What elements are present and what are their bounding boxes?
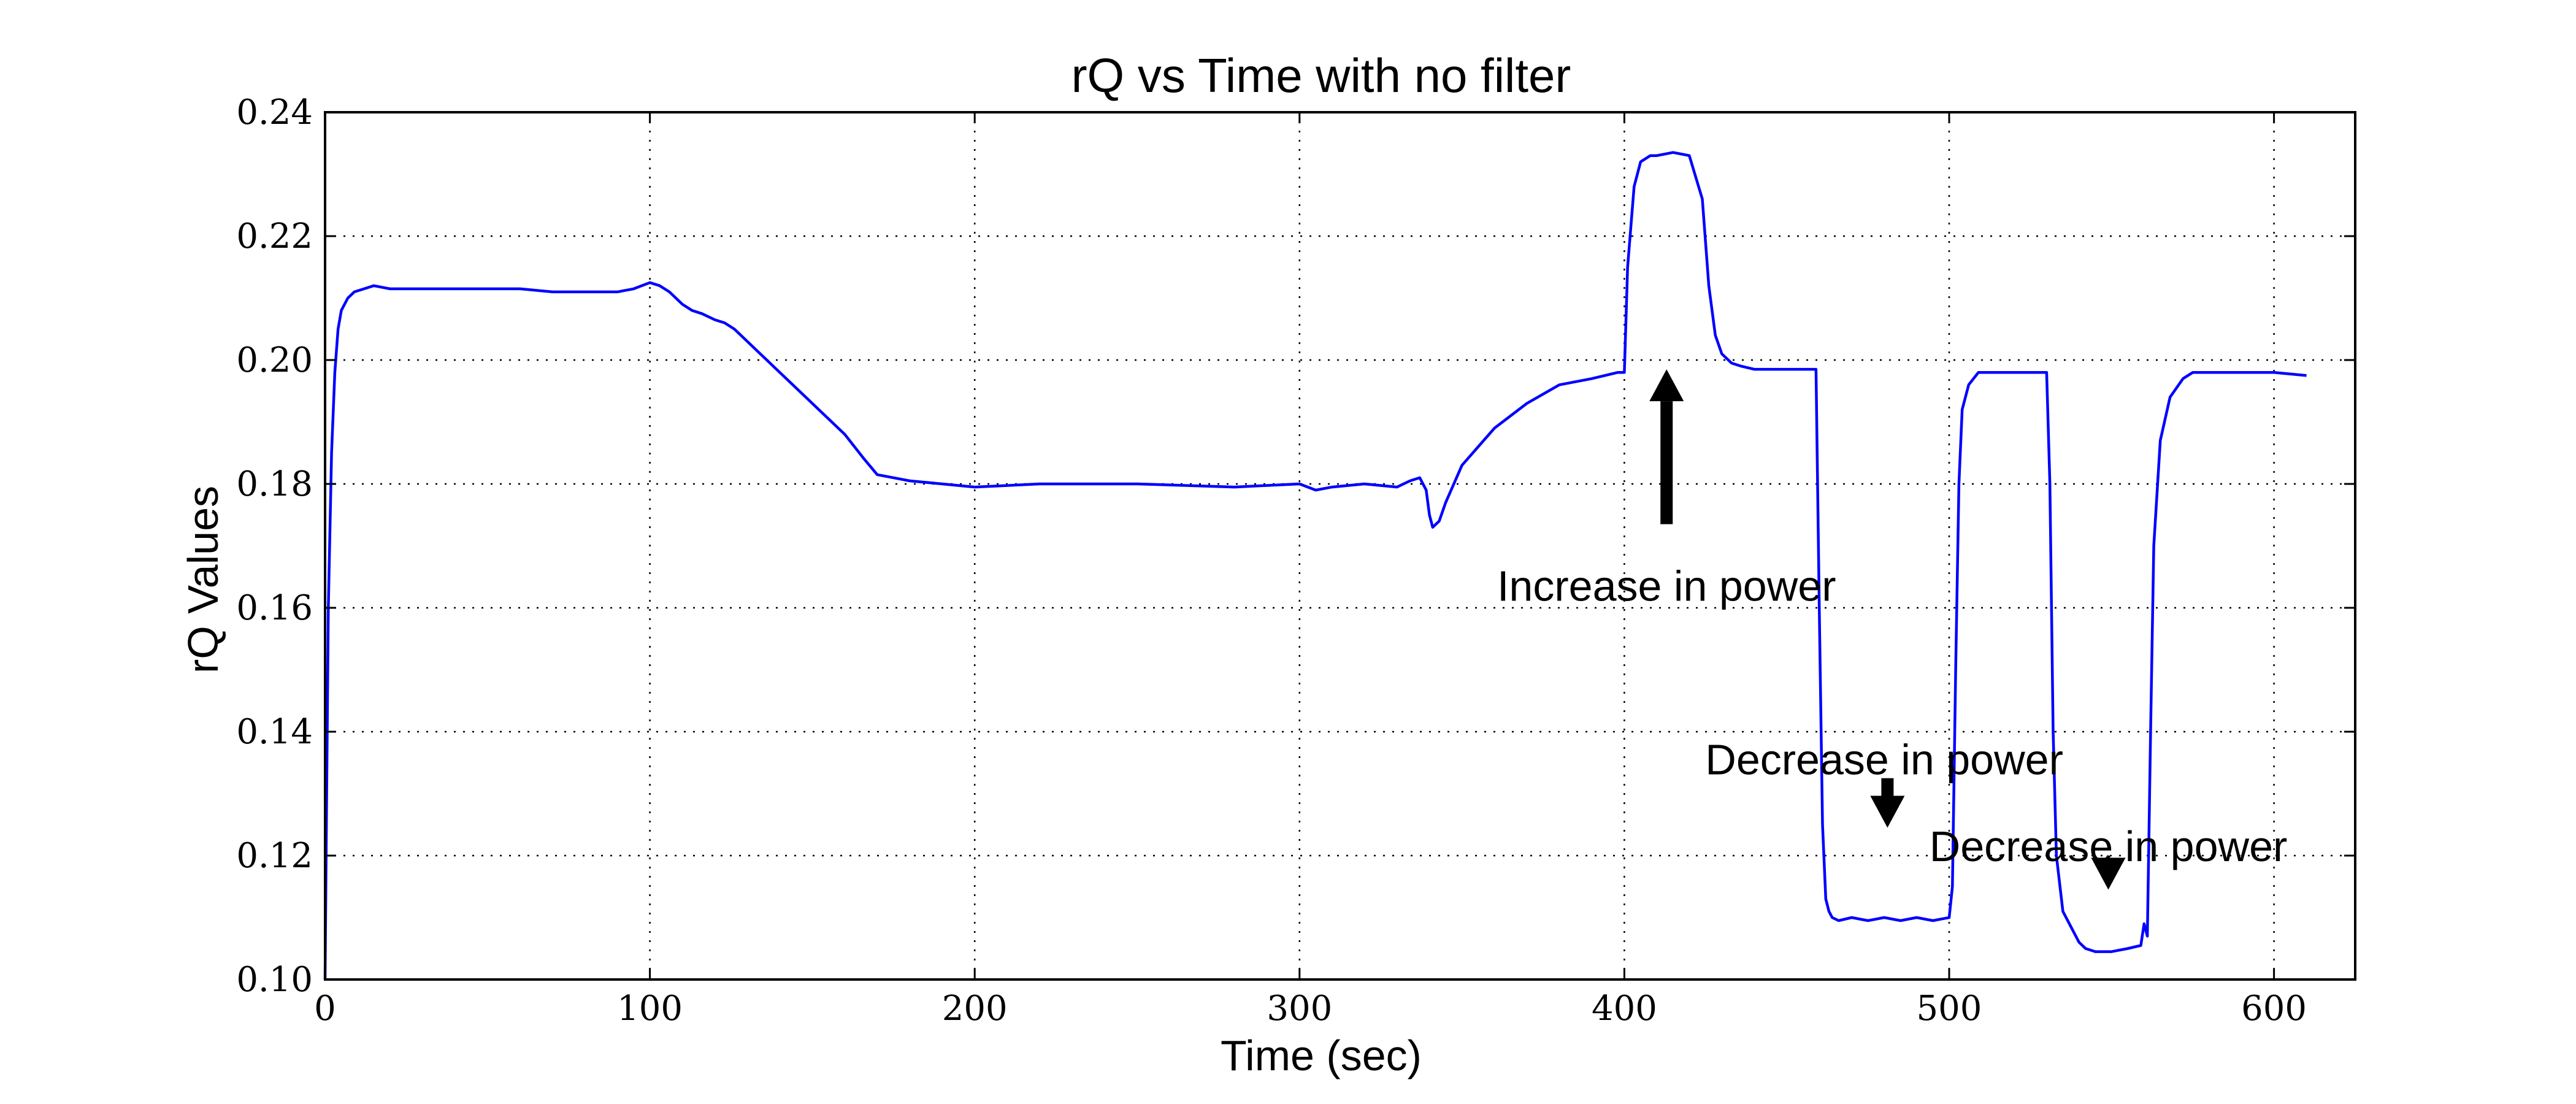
annotation-text: Increase in power	[1497, 562, 1836, 610]
tick-layer: 0 100 200 300 400 500 600 0.10 0.12 0.14 0.16 0.18 0…	[236, 93, 2355, 1029]
annotation-text: Decrease in power	[1705, 735, 2063, 783]
annotation: Decrease in power	[1705, 735, 2063, 828]
x-tick-label: 600	[2241, 989, 2307, 1029]
x-tick-label: 500	[1917, 989, 1982, 1029]
annotation: Decrease in power	[1930, 822, 2287, 890]
series-layer	[323, 151, 2307, 980]
x-tick-label: 200	[942, 989, 1008, 1029]
x-tick-label: 0	[314, 989, 336, 1029]
y-tick-label: 0.24	[236, 93, 313, 132]
y-tick-label: 0.22	[236, 217, 313, 256]
x-tick-label: 300	[1267, 989, 1332, 1029]
y-tick-label: 0.16	[236, 588, 313, 628]
plot-frame	[324, 111, 2356, 981]
series-line	[323, 151, 2307, 980]
x-tick-label: 400	[1592, 989, 1657, 1029]
annotation: Increase in power	[1497, 369, 1836, 610]
annotation-arrow-head	[1870, 795, 1905, 828]
y-tick-label: 0.18	[236, 464, 313, 504]
annotation-layer: Increase in power Decrease in power Decrea…	[1497, 369, 2287, 890]
chart-title: rQ vs Time with no filter	[1071, 48, 1571, 102]
y-tick-label: 0.14	[236, 712, 313, 752]
annotation-arrow-head	[1649, 369, 1684, 402]
y-tick-label: 0.12	[236, 836, 313, 876]
y-axis-label: rQ Values	[179, 486, 227, 673]
x-tick-label: 100	[617, 989, 683, 1029]
annotation-arrow-head	[2091, 857, 2126, 890]
y-tick-label: 0.10	[236, 960, 313, 1000]
y-tick-label: 0.20	[236, 340, 313, 380]
x-axis-label: Time (sec)	[1221, 1032, 1422, 1079]
